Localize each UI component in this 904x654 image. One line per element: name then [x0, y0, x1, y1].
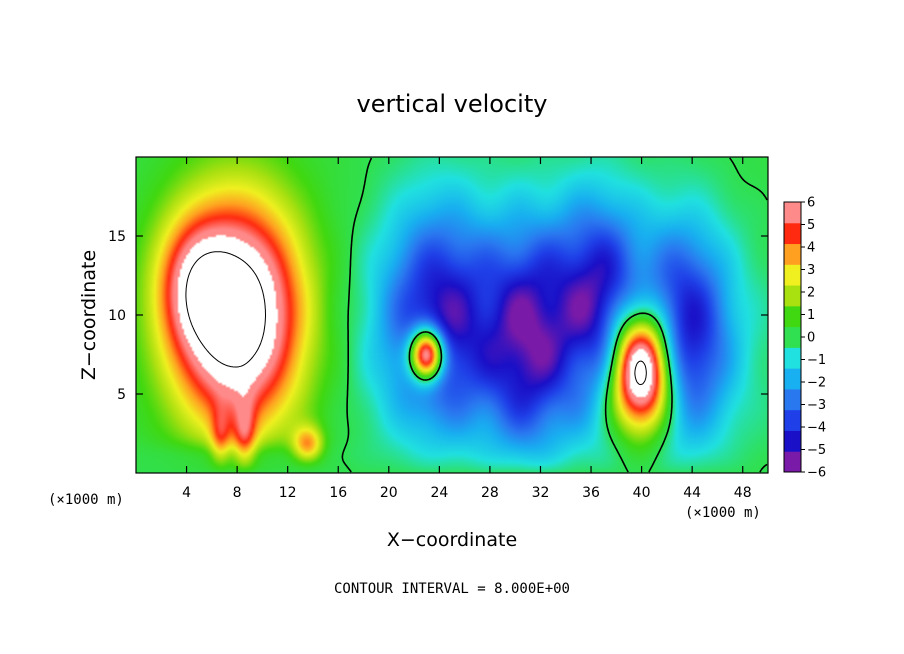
colorbar-tick-label: −5 — [807, 443, 826, 458]
x-unit-label-left: (×1000 m) — [48, 492, 124, 508]
y-tick-label: 5 — [117, 387, 126, 403]
colorbar-swatch — [784, 305, 801, 328]
colorbar-tick-label: −2 — [807, 376, 826, 391]
colorbar-tick-label: 5 — [807, 218, 815, 233]
colorbar-tick-label: −4 — [807, 421, 826, 436]
colorbar: 6 5 4 3 2 1 0 −1 −2 −3 −4 −5 −6 — [783, 196, 826, 481]
colorbar-swatch — [784, 388, 801, 411]
contour-lines — [185, 157, 768, 473]
x-tick-label: 12 — [279, 485, 297, 501]
contour-interval-note: CONTOUR INTERVAL = 8.000E+00 — [334, 581, 570, 597]
colorbar-tick-label: −1 — [807, 353, 826, 368]
colorbar-tick-label: 4 — [807, 241, 815, 256]
colorbar-swatch — [784, 430, 801, 452]
colorbar-swatch — [784, 202, 801, 224]
colorbar-swatch — [784, 243, 801, 265]
x-axis: 4 8 12 16 20 24 28 32 36 40 44 48 — [182, 157, 752, 501]
y-tick-label: 15 — [108, 229, 126, 245]
x-tick-label: 4 — [182, 485, 191, 501]
colorbar-tick-label: 3 — [807, 263, 815, 278]
x-tick-label: 36 — [582, 485, 600, 501]
x-tick-label: 32 — [532, 485, 550, 501]
contour-positive — [185, 251, 647, 386]
colorbar-swatch — [784, 326, 801, 348]
colorbar-tick-label: −3 — [807, 398, 826, 413]
x-tick-label: 24 — [430, 485, 448, 501]
contour-zero — [341, 157, 768, 473]
y-tick-label: 10 — [108, 308, 126, 324]
x-tick-label: 40 — [633, 485, 651, 501]
colorbar-swatch — [784, 451, 801, 473]
plot-area — [135, 156, 769, 474]
x-tick-label: 20 — [380, 485, 398, 501]
y-axis-label: Z−coordinate — [78, 250, 100, 380]
colorbar-tick-label: 6 — [807, 196, 815, 211]
x-unit-label-right: (×1000 m) — [685, 505, 761, 521]
x-axis-label: X−coordinate — [387, 529, 517, 551]
x-tick-label: 8 — [233, 485, 242, 501]
y-axis: 5 10 15 — [108, 229, 768, 403]
colorbar-swatch — [784, 368, 801, 390]
colorbar-tick-label: 1 — [807, 308, 815, 323]
x-tick-label: 44 — [683, 485, 701, 501]
x-tick-label: 16 — [329, 485, 347, 501]
colorbar-swatch — [784, 347, 801, 369]
colorbar-swatch — [784, 264, 801, 286]
x-tick-label: 48 — [734, 485, 752, 501]
colorbar-swatch — [784, 222, 801, 245]
colorbar-tick-label: −6 — [807, 466, 826, 481]
colorbar-swatch — [784, 409, 801, 431]
colorbar-tick-label: 0 — [807, 331, 815, 346]
chart-title: vertical velocity — [357, 90, 548, 118]
colorbar-swatch — [784, 285, 801, 307]
colorbar-tick-label: 2 — [807, 286, 815, 301]
velocity-field — [136, 157, 768, 473]
x-tick-label: 28 — [481, 485, 499, 501]
